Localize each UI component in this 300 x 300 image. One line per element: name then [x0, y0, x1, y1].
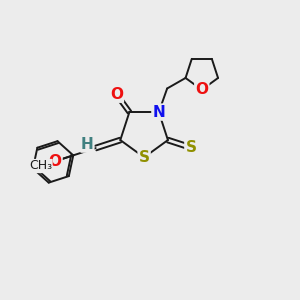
Text: N: N — [152, 105, 165, 120]
Text: S: S — [185, 140, 197, 155]
Text: O: O — [195, 82, 208, 97]
Text: H: H — [81, 137, 94, 152]
Text: O: O — [49, 154, 62, 169]
Text: S: S — [139, 150, 150, 165]
Text: O: O — [110, 87, 123, 102]
Text: CH₃: CH₃ — [29, 160, 52, 172]
